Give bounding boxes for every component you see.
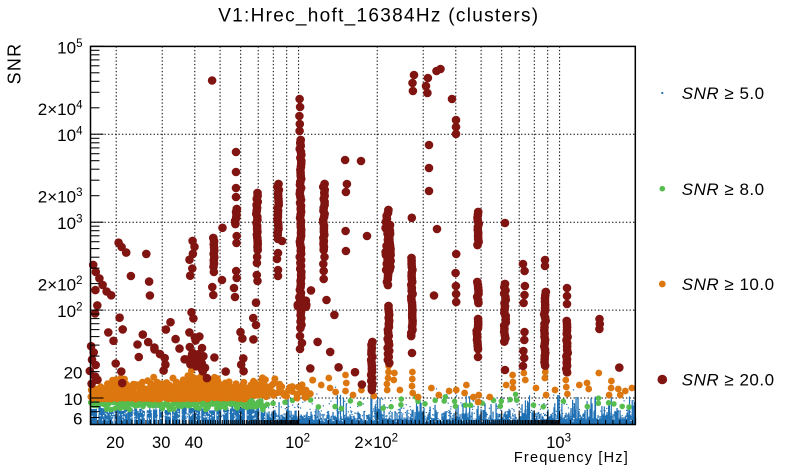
svg-text:2×102: 2×102 [354,433,398,453]
svg-text:20: 20 [106,434,124,452]
svg-text:2×102: 2×102 [38,275,83,295]
svg-text:SNR ≥ 5.0: SNR ≥ 5.0 [682,84,765,103]
svg-text:2×104: 2×104 [38,99,83,119]
svg-text:V1:Hrec_hoft_16384Hz (clusters: V1:Hrec_hoft_16384Hz (clusters) [218,6,539,27]
svg-text:40: 40 [185,434,203,452]
svg-text:30: 30 [152,434,170,452]
svg-text:2×103: 2×103 [38,187,83,207]
svg-text:6: 6 [73,410,82,429]
svg-text:SNR ≥ 20.0: SNR ≥ 20.0 [682,371,775,390]
svg-text:SNR ≥ 10.0: SNR ≥ 10.0 [682,275,775,294]
svg-text:Frequency [Hz]: Frequency [Hz] [514,450,629,466]
svg-text:20: 20 [64,364,83,383]
svg-text:10: 10 [64,390,83,409]
svg-text:SNR ≥ 8.0: SNR ≥ 8.0 [682,180,765,199]
svg-text:SNR: SNR [5,43,25,85]
